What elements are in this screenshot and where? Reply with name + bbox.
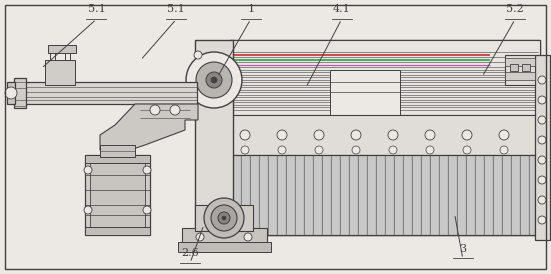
Circle shape [150, 105, 160, 115]
Circle shape [241, 146, 249, 154]
Circle shape [463, 146, 471, 154]
Circle shape [538, 116, 546, 124]
Bar [230, 115, 540, 155]
Text: 3: 3 [460, 244, 466, 254]
Circle shape [206, 72, 222, 88]
Circle shape [222, 216, 226, 220]
Circle shape [277, 130, 287, 140]
Bar [505, 72, 535, 80]
Bar [230, 155, 535, 235]
Circle shape [538, 96, 546, 104]
Circle shape [143, 206, 151, 214]
Circle shape [211, 205, 237, 231]
Bar [7, 82, 15, 104]
Circle shape [426, 146, 434, 154]
Text: 2.6: 2.6 [181, 248, 199, 258]
Circle shape [240, 130, 250, 140]
Text: 4.1: 4.1 [333, 4, 350, 14]
Bar [510, 64, 518, 71]
Circle shape [143, 166, 151, 174]
Circle shape [84, 166, 92, 174]
Bar [522, 64, 530, 71]
Circle shape [218, 212, 230, 224]
Bar [85, 155, 150, 163]
Circle shape [388, 130, 398, 140]
Circle shape [314, 130, 324, 140]
Circle shape [389, 146, 397, 154]
Circle shape [538, 136, 546, 144]
Bar [85, 155, 150, 235]
Circle shape [499, 130, 509, 140]
Circle shape [538, 156, 546, 164]
Circle shape [244, 233, 252, 241]
Bar [230, 40, 540, 115]
Circle shape [196, 233, 204, 241]
Circle shape [5, 87, 17, 99]
Circle shape [425, 130, 435, 140]
Bar [45, 60, 75, 85]
Bar [230, 40, 540, 235]
Bar [90, 160, 145, 230]
Text: 5.1: 5.1 [168, 4, 185, 14]
Bar [22, 82, 197, 104]
Bar [330, 70, 400, 115]
Bar [505, 58, 535, 66]
Circle shape [538, 216, 546, 224]
Circle shape [500, 146, 508, 154]
Circle shape [351, 130, 361, 140]
Bar [48, 45, 76, 53]
Circle shape [352, 146, 360, 154]
Bar [195, 205, 253, 231]
Bar [230, 155, 535, 235]
Bar [85, 227, 150, 235]
Polygon shape [100, 104, 198, 155]
Bar [182, 228, 267, 246]
Bar [535, 55, 550, 240]
Circle shape [462, 130, 472, 140]
Bar [178, 242, 271, 252]
Text: 1: 1 [247, 4, 254, 14]
Circle shape [84, 206, 92, 214]
Circle shape [538, 176, 546, 184]
Circle shape [194, 51, 202, 59]
Bar [505, 55, 535, 85]
Circle shape [204, 198, 244, 238]
Text: 5.1: 5.1 [88, 4, 105, 14]
Bar [195, 40, 233, 235]
Circle shape [538, 76, 546, 84]
Text: 5.2: 5.2 [506, 4, 524, 14]
Circle shape [211, 77, 217, 83]
Bar [100, 145, 135, 157]
Circle shape [170, 105, 180, 115]
Circle shape [196, 62, 232, 98]
Circle shape [278, 146, 286, 154]
Circle shape [186, 52, 242, 108]
Circle shape [538, 196, 546, 204]
Bar [14, 78, 26, 108]
Circle shape [315, 146, 323, 154]
